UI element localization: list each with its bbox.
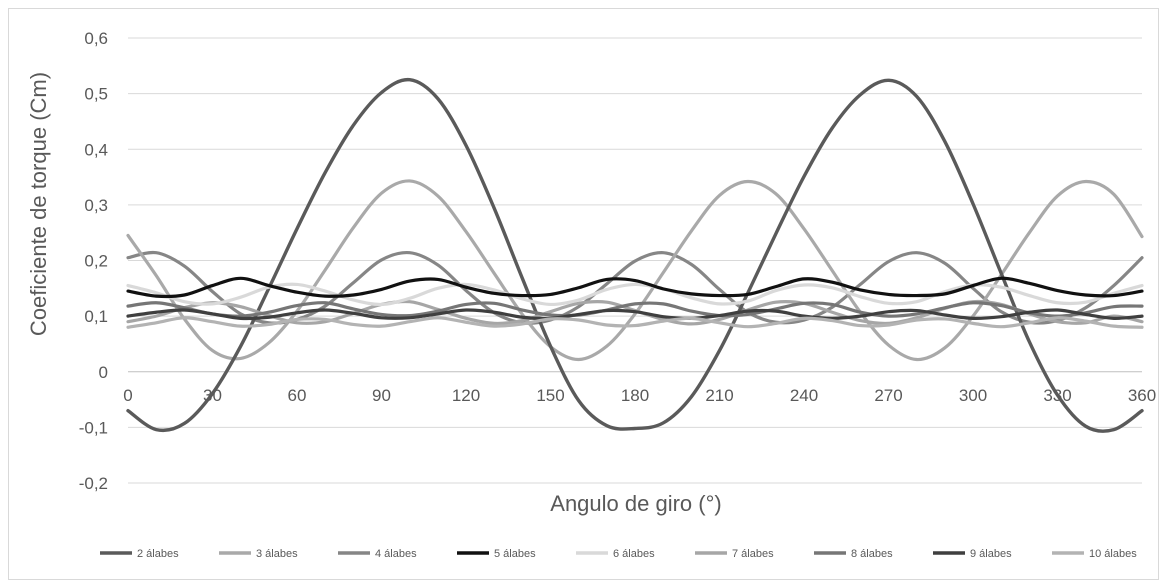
legend-label: 4 álabes [375, 548, 417, 560]
legend: 2 álabes 3 álabes 4 álabes 5 álabes 6 álabes… [100, 548, 1137, 560]
x-axis-title: Angulo de giro (°) [550, 491, 721, 516]
y-tick-label: 0,4 [84, 140, 108, 159]
x-axis-ticks: 0 30 60 90 120 150 180 210 240 270 300 330 360 [123, 386, 1156, 405]
y-tick-label: 0 [99, 363, 108, 382]
series-line-4 [126, 276, 1144, 299]
y-tick-label: 0,5 [84, 85, 108, 104]
x-tick-label: 180 [621, 386, 649, 405]
y-tick-label: 0,2 [84, 252, 108, 271]
y-tick-label: -0,1 [79, 418, 108, 437]
y-axis-ticks: -0,2 -0,1 0 0,1 0,2 0,3 0,4 0,5 0,6 [79, 29, 108, 493]
x-tick-label: 300 [959, 386, 987, 405]
x-tick-label: 90 [372, 386, 391, 405]
x-tick-label: 120 [452, 386, 480, 405]
y-tick-label: -0,2 [79, 474, 108, 493]
legend-label: 2 álabes [137, 548, 179, 560]
y-axis-title: Coeficiente de torque (Cm) [26, 72, 51, 336]
legend-label: 3 álabes [256, 548, 298, 560]
y-tick-label: 0,3 [84, 196, 108, 215]
series-line-2 [126, 179, 1144, 362]
legend-label: 9 álabes [970, 548, 1012, 560]
x-tick-label: 240 [790, 386, 818, 405]
x-tick-label: 60 [288, 386, 307, 405]
x-tick-label: 30 [203, 386, 222, 405]
legend-label: 5 álabes [494, 548, 536, 560]
x-tick-label: 150 [536, 386, 564, 405]
series-line-1 [126, 77, 1144, 433]
chart-area-border [8, 8, 1159, 580]
series-layer [126, 77, 1144, 433]
legend-label: 6 álabes [613, 548, 655, 560]
x-tick-label: 360 [1128, 386, 1156, 405]
x-tick-label: 210 [705, 386, 733, 405]
series-line-7 [126, 301, 1144, 318]
x-tick-label: 270 [874, 386, 902, 405]
series-line-9 [126, 316, 1144, 329]
x-tick-label: 0 [123, 386, 132, 405]
series-line-8 [126, 308, 1144, 321]
y-tick-label: 0,1 [84, 307, 108, 326]
x-tick-label: 330 [1043, 386, 1071, 405]
legend-label: 8 álabes [851, 548, 893, 560]
legend-label: 7 álabes [732, 548, 774, 560]
legend-label: 10 álabes [1089, 548, 1137, 560]
y-tick-label: 0,6 [84, 29, 108, 48]
